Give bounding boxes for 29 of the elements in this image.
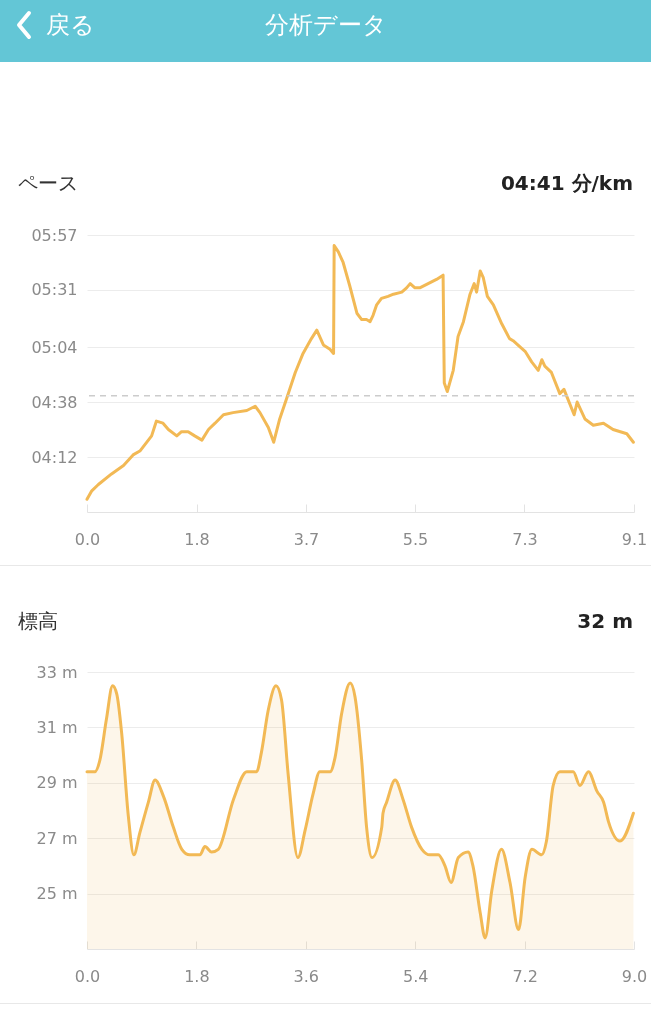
y-tick-label: 05:57 bbox=[31, 225, 78, 245]
line-series bbox=[85, 244, 635, 501]
y-tick-label: 25 m bbox=[36, 884, 78, 904]
chart-title: ペース bbox=[18, 169, 78, 197]
chart-title: 標高 bbox=[18, 607, 58, 635]
x-tick-label: 7.3 bbox=[512, 529, 538, 549]
y-tick-label: 33 m bbox=[36, 662, 78, 682]
x-tick-label: 5.5 bbox=[402, 529, 429, 549]
y-tick-label: 04:12 bbox=[31, 447, 78, 467]
x-tick-label: 5.4 bbox=[402, 966, 429, 986]
x-tick-label: 1.8 bbox=[184, 529, 210, 549]
x-tick-label: 9.0 bbox=[621, 966, 648, 986]
text: 戻る bbox=[46, 10, 95, 41]
x-tick-label: 7.2 bbox=[512, 966, 538, 986]
x-tick-label: 1.8 bbox=[184, 966, 210, 986]
chart-subtitle: 32 m bbox=[577, 609, 633, 633]
y-tick-label: 05:04 bbox=[31, 337, 78, 357]
x-tick-label: 0.0 bbox=[74, 529, 101, 549]
x-tick-label: 9.1 bbox=[621, 529, 648, 549]
x-tick-label: 3.7 bbox=[293, 529, 320, 549]
y-tick-label: 05:31 bbox=[31, 280, 78, 300]
chart-subtitle: 04:41 分/km bbox=[500, 169, 633, 197]
text: 分析データ bbox=[264, 11, 387, 39]
y-tick-label: 31 m bbox=[36, 717, 78, 737]
x-tick-label: 3.6 bbox=[293, 966, 320, 986]
y-tick-label: 27 m bbox=[36, 828, 78, 848]
y-tick-label: 29 m bbox=[36, 773, 78, 793]
y-tick-label: 04:38 bbox=[31, 392, 78, 412]
x-tick-label: 0.0 bbox=[74, 966, 101, 986]
